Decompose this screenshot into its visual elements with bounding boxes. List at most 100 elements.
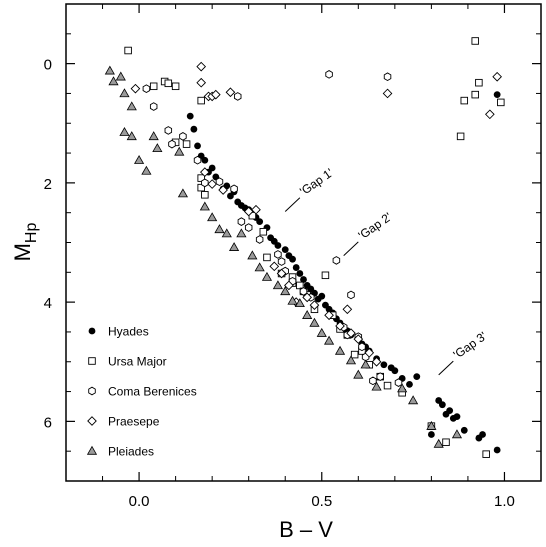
- x-axis-title: B – V: [279, 517, 333, 542]
- data-point: [142, 84, 151, 93]
- data-point: [334, 345, 346, 355]
- data-point: [168, 139, 176, 149]
- data-point: [272, 280, 284, 290]
- data-point: [182, 140, 191, 148]
- annotation-label: 'Gap 3': [451, 329, 490, 362]
- data-point: [369, 376, 377, 386]
- series-pleiades: [104, 65, 463, 448]
- plot-frame: [65, 3, 542, 482]
- data-point: [244, 223, 253, 232]
- data-point: [194, 142, 201, 150]
- legend-marker: [86, 445, 98, 455]
- data-point: [493, 446, 501, 454]
- data-point: [218, 185, 228, 195]
- annotation-label: 'Gap 2': [356, 210, 395, 243]
- y-tick-label: 6: [44, 414, 52, 431]
- data-point: [263, 253, 271, 262]
- data-point: [292, 264, 300, 271]
- data-point: [492, 71, 502, 82]
- data-point: [346, 328, 356, 338]
- data-point: [289, 255, 296, 263]
- data-point: [243, 206, 254, 217]
- data-point: [383, 72, 392, 82]
- data-point: [200, 167, 210, 177]
- data-point: [280, 286, 291, 296]
- data-point: [294, 298, 305, 308]
- data-point: [237, 217, 246, 226]
- data-point: [214, 224, 225, 234]
- data-point: [482, 450, 490, 458]
- data-point: [453, 413, 461, 421]
- data-marks: [104, 37, 505, 458]
- y-tick-label: 0: [44, 57, 52, 74]
- data-point: [193, 155, 202, 165]
- data-point: [174, 146, 185, 156]
- data-point: [201, 191, 209, 199]
- data-point: [186, 112, 194, 120]
- legend-label: Ursa Major: [108, 355, 167, 369]
- data-point: [323, 335, 335, 345]
- data-point: [130, 83, 141, 94]
- data-point: [276, 268, 287, 279]
- data-point: [342, 304, 353, 315]
- data-point: [149, 102, 158, 111]
- y-tick-label: 4: [44, 295, 52, 312]
- data-point: [179, 132, 187, 141]
- data-point: [281, 246, 289, 254]
- data-point: [207, 179, 217, 189]
- data-point: [406, 381, 413, 388]
- data-point: [274, 242, 282, 249]
- data-point: [382, 88, 393, 99]
- data-point: [215, 177, 224, 186]
- data-point: [408, 395, 419, 405]
- data-point: [269, 261, 280, 272]
- data-point: [446, 407, 454, 415]
- data-point: [124, 46, 132, 55]
- data-point: [475, 78, 483, 87]
- data-point: [208, 164, 216, 172]
- data-point: [383, 381, 392, 390]
- data-point: [394, 378, 403, 387]
- data-point: [353, 334, 364, 344]
- data-point: [371, 381, 382, 391]
- y-axis-title-sub: Hp: [23, 223, 40, 244]
- data-point: [148, 131, 159, 141]
- data-point: [196, 61, 207, 72]
- data-point: [335, 321, 345, 331]
- data-point: [376, 372, 384, 381]
- legend: Hyades Ursa Major Coma Berenices Praesepe Pl…: [86, 325, 197, 459]
- legend-label: Coma Berenices: [108, 385, 197, 399]
- data-point: [427, 431, 435, 438]
- data-point: [119, 88, 130, 98]
- data-point: [318, 292, 326, 300]
- data-point: [177, 188, 189, 198]
- data-point: [316, 327, 327, 337]
- data-point: [380, 361, 388, 369]
- annotation-label: 'Gap 1': [297, 166, 336, 199]
- data-point: [433, 438, 444, 448]
- axis-ticks: [66, 4, 541, 481]
- data-point: [164, 126, 173, 135]
- data-point: [442, 438, 450, 446]
- data-point: [353, 369, 364, 379]
- data-point: [284, 280, 294, 291]
- data-point: [309, 317, 320, 327]
- annotation-line: [284, 197, 301, 212]
- data-point: [426, 420, 437, 430]
- legend-label: Praesepe: [108, 415, 160, 429]
- data-point: [210, 89, 221, 100]
- data-point: [115, 71, 126, 81]
- data-point: [456, 132, 465, 141]
- data-point: [345, 355, 357, 365]
- data-point: [251, 204, 261, 215]
- data-point: [256, 218, 264, 226]
- legend-marker: [88, 386, 96, 396]
- data-point: [460, 96, 469, 105]
- data-point: [397, 383, 408, 393]
- data-point: [413, 373, 421, 381]
- data-point: [460, 426, 468, 434]
- data-point: [259, 228, 268, 236]
- data-point: [274, 250, 282, 259]
- legend-marker: [87, 416, 97, 426]
